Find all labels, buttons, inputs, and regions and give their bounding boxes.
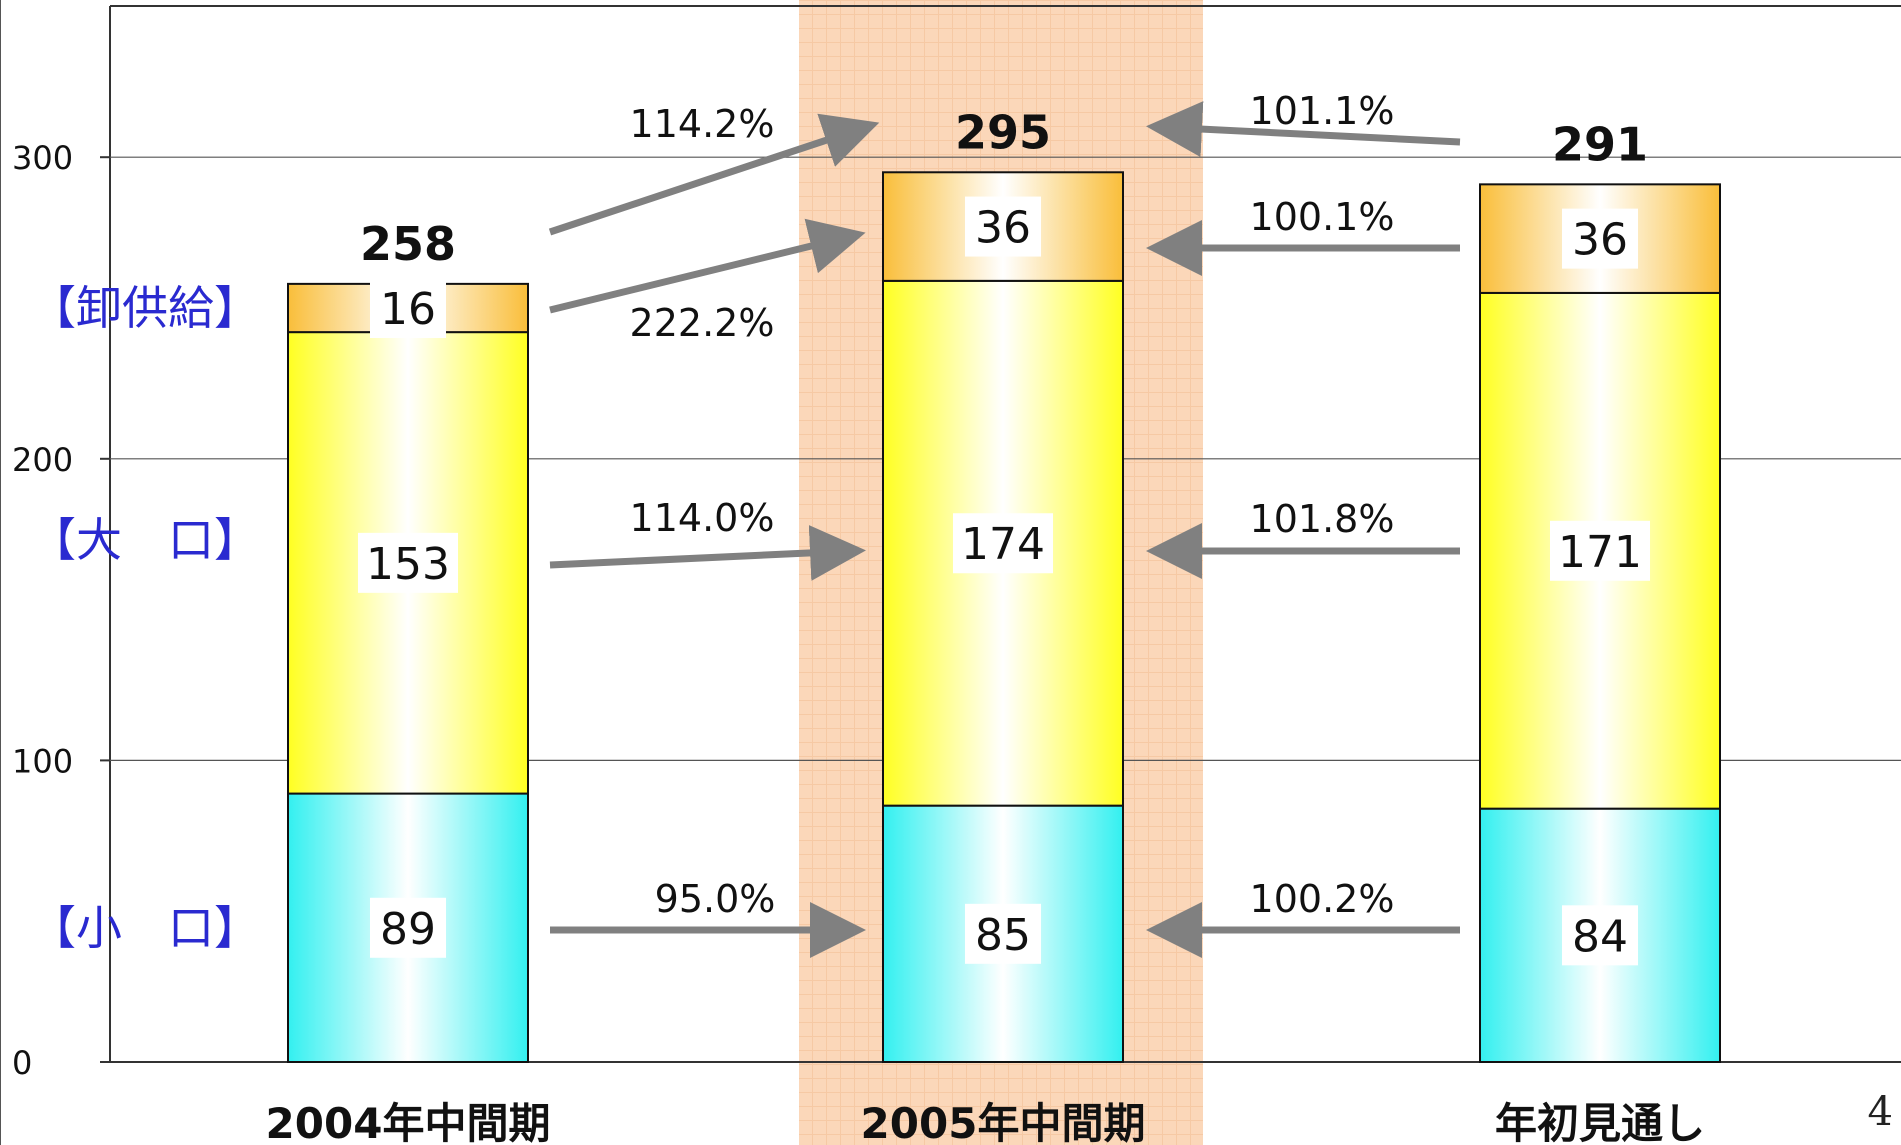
- x-tick-label: 2004年中間期: [266, 1099, 551, 1145]
- data-label-bg: [370, 897, 446, 958]
- y-tick-label: 200: [12, 441, 73, 479]
- data-label-bg: [1562, 905, 1638, 966]
- data-label: 85: [975, 910, 1031, 961]
- data-label-bg: [358, 532, 458, 593]
- data-label: 36: [975, 203, 1031, 254]
- arrow-total-2004: [548, 113, 880, 236]
- data-label: 16: [380, 284, 436, 335]
- page-number: 4: [1867, 1089, 1893, 1135]
- y-tick-label: 300: [12, 139, 73, 177]
- percent-label: 101.1%: [1250, 89, 1395, 133]
- y-tick-label: 100: [12, 742, 73, 780]
- data-label: 174: [961, 519, 1045, 570]
- data-label: 153: [366, 539, 450, 590]
- data-label-bg: [965, 903, 1041, 964]
- data-label-bg: [1562, 208, 1638, 269]
- total-label: 291: [1552, 117, 1648, 171]
- x-tick-label: 年初見通し: [1495, 1099, 1705, 1145]
- data-label: 89: [380, 904, 436, 955]
- percent-label: 114.0%: [630, 496, 775, 540]
- legend-label: 【小 口】: [30, 901, 260, 955]
- percent-label: 100.2%: [1250, 877, 1395, 921]
- data-label-bg: [370, 278, 446, 338]
- data-label: 84: [1572, 911, 1628, 962]
- percent-label: 101.8%: [1250, 497, 1395, 541]
- data-label-bg: [1550, 520, 1650, 581]
- legend-label: 【卸供給】: [30, 281, 260, 335]
- arrow-total-forecast: [1146, 101, 1461, 158]
- percent-label: 95.0%: [655, 877, 776, 921]
- y-tick-label: 0: [12, 1044, 32, 1082]
- arrow-large-2004: [549, 524, 866, 581]
- total-label: 258: [360, 217, 456, 271]
- data-label: 36: [1572, 215, 1628, 266]
- percent-label: 100.1%: [1250, 195, 1395, 239]
- percent-label: 114.2%: [630, 102, 775, 146]
- arrow-wholesale-2004: [549, 218, 866, 314]
- data-label: 171: [1558, 527, 1642, 578]
- data-label-bg: [953, 513, 1053, 574]
- x-tick-label: 2005年中間期: [861, 1099, 1146, 1145]
- legend-label: 【大 口】: [30, 513, 260, 567]
- total-label: 295: [955, 105, 1051, 159]
- data-label-bg: [965, 196, 1041, 257]
- percent-label: 222.2%: [630, 301, 775, 345]
